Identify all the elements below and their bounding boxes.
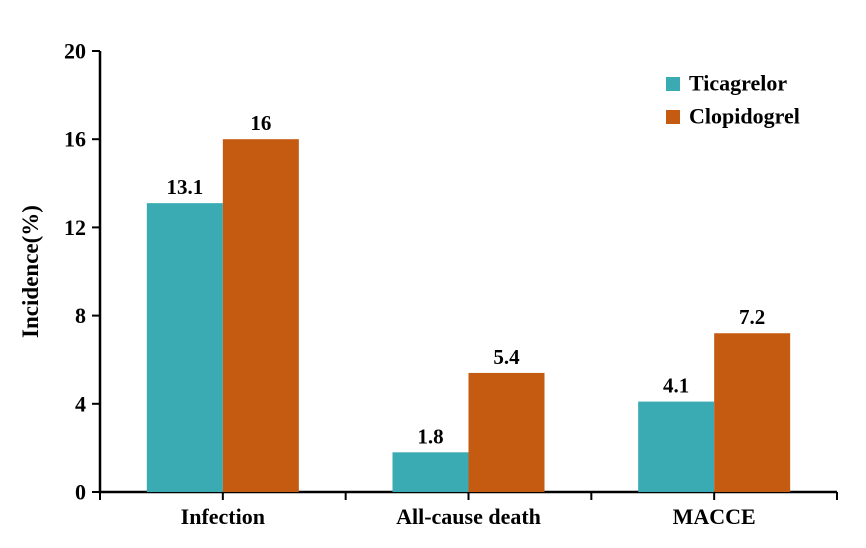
category-label-all-cause-death: All-cause death bbox=[396, 504, 541, 529]
value-label-clopidogrel-infection: 16 bbox=[250, 111, 271, 135]
legend-swatch-ticagrelor bbox=[666, 77, 680, 91]
value-label-ticagrelor-macce: 4.1 bbox=[663, 374, 689, 398]
value-label-ticagrelor-all-cause-death: 1.8 bbox=[417, 424, 443, 448]
bar-clopidogrel-all-cause-death bbox=[468, 372, 545, 492]
y-tick-label: 8 bbox=[75, 303, 86, 328]
value-label-clopidogrel-macce: 7.2 bbox=[739, 305, 765, 329]
legend-swatch-clopidogrel bbox=[666, 110, 680, 124]
y-axis-title: Incidence(%) bbox=[18, 205, 43, 338]
y-tick-label: 0 bbox=[75, 480, 86, 505]
y-tick-label: 20 bbox=[64, 39, 86, 64]
legend-label-clopidogrel: Clopidogrel bbox=[689, 104, 800, 129]
bar-clopidogrel-macce bbox=[714, 333, 791, 492]
y-tick-label: 16 bbox=[64, 127, 86, 152]
category-label-macce: MACCE bbox=[673, 504, 756, 529]
bar-ticagrelor-infection bbox=[146, 203, 223, 492]
category-label-infection: Infection bbox=[181, 504, 265, 529]
bar-ticagrelor-macce bbox=[638, 401, 715, 492]
y-tick-label: 4 bbox=[75, 391, 86, 416]
legend-label-ticagrelor: Ticagrelor bbox=[689, 71, 787, 96]
value-label-clopidogrel-all-cause-death: 5.4 bbox=[493, 345, 520, 369]
value-label-ticagrelor-infection: 13.1 bbox=[166, 175, 203, 199]
y-tick-label: 12 bbox=[64, 215, 86, 240]
bar-ticagrelor-all-cause-death bbox=[392, 452, 469, 492]
bar-clopidogrel-infection bbox=[222, 139, 299, 492]
